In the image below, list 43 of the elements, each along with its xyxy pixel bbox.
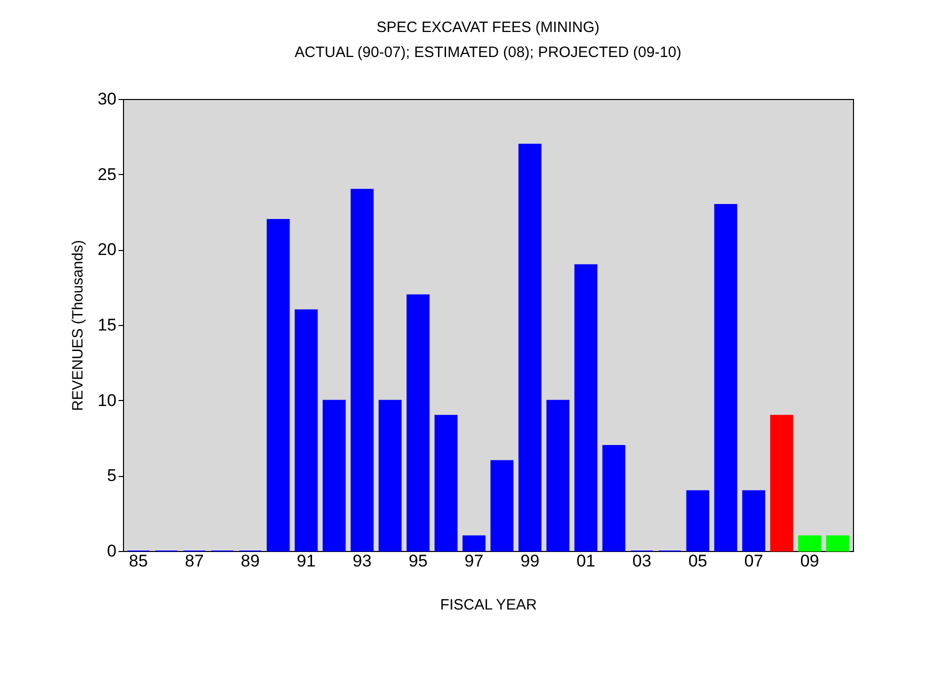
bar [742,490,766,552]
bar [378,400,402,552]
x-tick-label: 93 [352,552,372,570]
y-tick-label: 0 [107,542,116,560]
bar [574,264,598,552]
x-tick-label: 91 [296,552,316,570]
y-tick-label: 30 [98,90,116,108]
x-tick-label: 95 [408,552,428,570]
bar [350,188,374,552]
y-tick-label: 25 [98,164,116,184]
bar [518,144,542,552]
bar [434,414,458,552]
y-axis-title: REVENUES (Thousands) [70,240,87,411]
x-tick-label: 85 [128,552,148,570]
bar [714,204,738,552]
bar [490,460,514,552]
bar [462,535,486,552]
bar [266,219,290,552]
bar [826,535,850,552]
y-tick-label: 5 [107,466,116,486]
bar [294,309,318,552]
y-tick-label: 10 [98,390,116,410]
x-tick-label: 87 [184,552,204,570]
x-tick-label: 99 [520,552,540,570]
y-tick-label: 20 [98,240,116,260]
x-tick-label: 97 [464,552,484,570]
x-tick-label: 03 [632,552,652,570]
bar [686,490,710,552]
x-tick-label: 09 [800,552,820,570]
bar [322,400,346,552]
bar [406,294,430,552]
bar [546,400,570,552]
x-axis-title: FISCAL YEAR [440,596,538,614]
x-tick-label: 01 [576,552,596,570]
x-tick-label: 89 [240,552,260,570]
bar [798,535,822,552]
bar [602,445,626,552]
x-tick-label: 05 [688,552,708,570]
y-tick-label: 15 [98,316,116,334]
x-tick-label: 07 [744,552,764,570]
bar [770,414,794,552]
chart-title: SPEC EXCAVAT FEES (MINING) [376,19,600,36]
chart-subtitle: ACTUAL (90-07); ESTIMATED (08); PROJECTED (09-10) [294,44,682,61]
